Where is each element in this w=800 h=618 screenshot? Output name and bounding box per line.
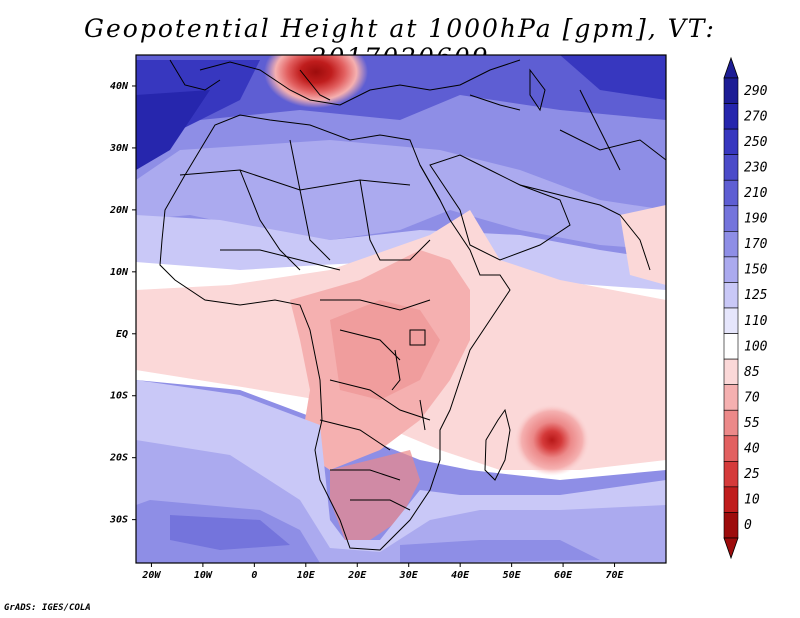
y-tick-label: 20S [109, 453, 128, 464]
y-axis: 40N 30N 20N 10N EQ 10S 20S 30S [109, 81, 136, 526]
colorbar-label: 150 [744, 263, 768, 278]
colorbar-swatch [723, 409, 739, 437]
x-tick-label: 40E [451, 570, 470, 581]
colorbar-label: 210 [744, 186, 768, 201]
x-tick-label: 20W [141, 570, 161, 581]
colorbar-label: 170 [744, 237, 768, 252]
x-tick-label: 30E [399, 570, 419, 581]
y-tick-label: EQ [116, 329, 128, 340]
x-axis: 20W 10W 0 10E 20E 30E 40E 50E 60E 70E [141, 563, 625, 581]
plot-frame [135, 54, 667, 564]
x-tick-label: 10E [297, 570, 316, 581]
colorbar-label: 110 [744, 314, 768, 329]
colorbar-label: 125 [744, 288, 768, 303]
colorbar-label: 290 [744, 84, 768, 99]
x-tick-label: 20E [347, 570, 367, 581]
colorbar-swatch [723, 256, 739, 283]
colorbar-swatch [723, 307, 739, 334]
y-tick-label: 10N [110, 267, 129, 278]
colorbar-label: 230 [744, 160, 768, 175]
colorbar-swatch [723, 179, 739, 207]
colorbar-swatch [723, 154, 739, 181]
x-tick-label: 10W [194, 570, 213, 581]
y-tick-label: 30S [109, 515, 128, 526]
colorbar-swatch [723, 282, 739, 309]
colorbar-swatch [723, 103, 739, 130]
colorbar: 2902702502302101901701501251101008570554… [723, 56, 768, 560]
colorbar-label: 0 [744, 518, 752, 533]
colorbar-label: 100 [744, 339, 768, 354]
colorbar-label: 85 [744, 365, 760, 380]
y-tick-label: 10S [110, 391, 128, 402]
colorbar-swatch [723, 77, 739, 104]
colorbar-min-arrow [723, 537, 739, 560]
coastlines [159, 59, 666, 551]
colorbar-label: 40 [744, 442, 760, 457]
colorbar-swatch [723, 512, 739, 539]
colorbar-swatch [723, 461, 739, 488]
colorbar-swatch [723, 128, 739, 155]
colorbar-swatch [723, 384, 739, 411]
x-tick-label: 50E [503, 570, 522, 581]
colorbar-label: 25 [744, 467, 760, 482]
x-tick-label: 70E [606, 570, 625, 581]
y-tick-label: 40N [110, 81, 129, 92]
colorbar-label: 55 [744, 416, 760, 431]
colorbar-swatch [723, 333, 739, 360]
colorbar-label: 10 [744, 493, 760, 508]
map-field [136, 55, 666, 563]
colorbar-max-arrow [723, 56, 739, 79]
colorbar-swatch [723, 231, 739, 258]
colorbar-label: 250 [744, 135, 768, 150]
x-tick-label: 60E [554, 570, 573, 581]
colorbar-swatch [723, 486, 739, 513]
credit-text: GrADS: IGES/COLA [4, 603, 91, 613]
x-tick-label: 0 [251, 570, 257, 581]
colorbar-swatch [723, 205, 739, 232]
colorbar-label: 70 [744, 390, 760, 405]
y-tick-label: 30N [109, 143, 129, 154]
colorbar-label: 190 [744, 212, 768, 227]
colorbar-swatch [723, 358, 739, 385]
colorbar-swatch [723, 435, 739, 462]
colorbar-label: 270 [744, 109, 768, 124]
y-tick-label: 20N [109, 205, 129, 216]
